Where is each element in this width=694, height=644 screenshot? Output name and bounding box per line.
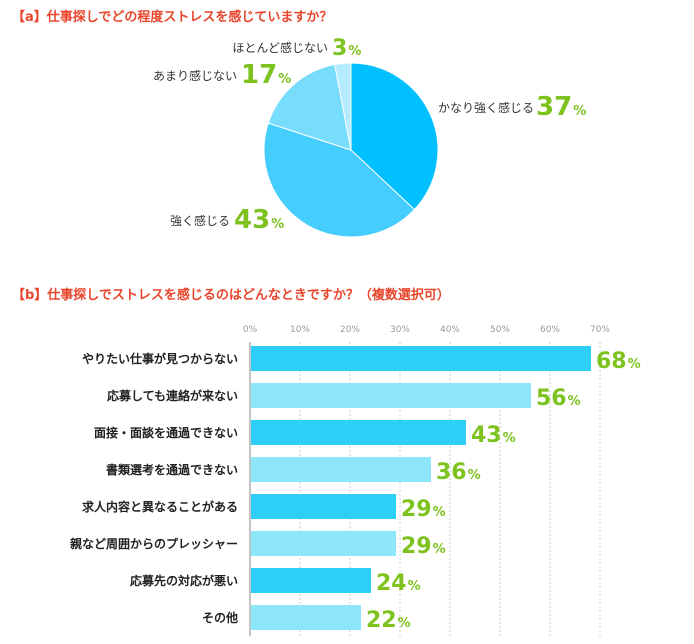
bar-value-unit: % xyxy=(628,357,641,372)
x-tick-label: 10% xyxy=(290,325,310,335)
bar-value-label: 56 xyxy=(536,386,567,411)
pie-label-1: かなり強く感じる xyxy=(438,100,534,115)
bar-category-label: その他 xyxy=(202,610,238,625)
bar xyxy=(251,457,431,482)
bar-value-label: 36 xyxy=(436,460,467,485)
x-tick-label: 70% xyxy=(590,325,610,335)
pie-value-3: 17 xyxy=(241,60,277,90)
x-tick-label: 30% xyxy=(390,325,410,335)
bar-value-label: 29 xyxy=(401,497,432,522)
bar xyxy=(251,346,591,371)
bar-value-label: 68 xyxy=(596,349,627,374)
bar-chart-title: 【b】仕事探しでストレスを感じるのはどんなときですか？（複数選択可） xyxy=(12,288,450,303)
bar-value-unit: % xyxy=(398,616,411,631)
x-tick-label: 60% xyxy=(540,325,560,335)
bar-category-label: 書類選考を通過できない xyxy=(106,462,238,477)
bar xyxy=(251,494,396,519)
bar-value-unit: % xyxy=(568,394,581,409)
bar-value-unit: % xyxy=(433,542,446,557)
x-tick-label: 20% xyxy=(340,325,360,335)
x-tick-label: 50% xyxy=(490,325,510,335)
pie-slice-1 xyxy=(350,62,439,211)
bar-category-label: 応募しても連絡が来ない xyxy=(107,388,238,403)
pie-value-2: 43 xyxy=(234,205,270,235)
bar xyxy=(251,531,396,556)
pie-slice-4 xyxy=(334,62,352,151)
pie-chart-title: 【a】仕事探しでどの程度ストレスを感じていますか？ xyxy=(12,10,333,25)
bar-category-label: やりたい仕事が見つからない xyxy=(82,351,238,366)
pie-unit-3: % xyxy=(278,72,291,87)
bar-value-unit: % xyxy=(503,431,516,446)
bar-category-label: 応募先の対応が悪い xyxy=(130,573,238,588)
bar xyxy=(251,383,531,408)
pie-label-2: 強く感じる xyxy=(170,213,230,228)
bar-category-label: 求人内容と異なることがある xyxy=(82,499,238,514)
bar xyxy=(251,420,466,445)
pie-label-3: あまり感じない xyxy=(153,68,237,83)
pie-chart: かなり強く感じる 37 % 強く感じる 43 % あまり感じない 17 % ほとんど感じない 3% xyxy=(153,36,586,238)
pie-label-4: ほとんど感じない xyxy=(232,40,328,55)
pie-value-1: 37 xyxy=(536,92,572,122)
bar xyxy=(251,605,361,630)
pie-unit-4: % xyxy=(348,44,361,59)
pie-slice-3 xyxy=(267,63,352,151)
bar xyxy=(251,568,371,593)
pie-unit-2: % xyxy=(271,217,284,232)
bar-value-unit: % xyxy=(408,579,421,594)
bar-category-label: 面接・面談を通過できない xyxy=(94,425,238,440)
bar-value-label: 22 xyxy=(366,608,397,633)
bar-value-label: 43 xyxy=(471,423,502,448)
bar-value-label: 24 xyxy=(376,571,407,596)
bar-value-label: 29 xyxy=(401,534,432,559)
x-tick-label: 0% xyxy=(243,325,258,335)
bar-category-label: 親など周囲からのプレッシャー xyxy=(70,536,238,551)
pie-unit-1: % xyxy=(573,104,586,119)
bar-value-unit: % xyxy=(433,505,446,520)
pie-value-4: 3 xyxy=(332,36,347,61)
pie-slice-2 xyxy=(263,122,416,238)
x-tick-label: 40% xyxy=(440,325,460,335)
bar-value-unit: % xyxy=(468,468,481,483)
